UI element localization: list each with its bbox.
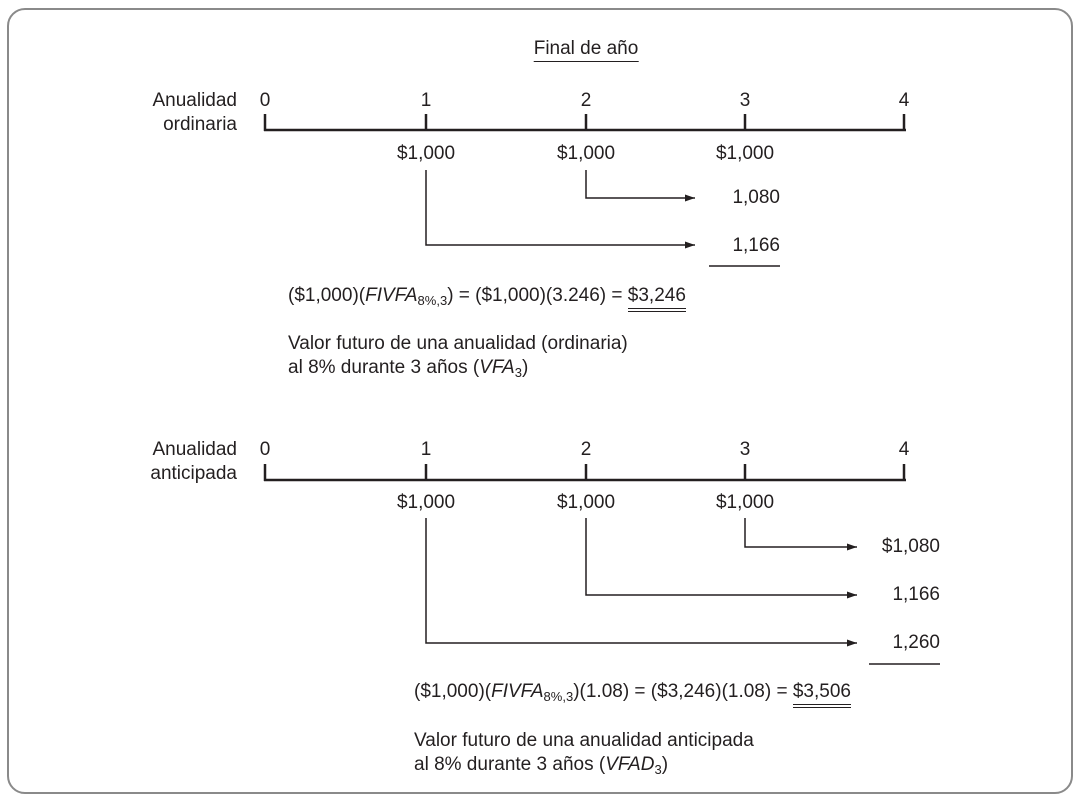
- ordinary-caption-line1: Valor futuro de una anualidad (ordinaria…: [288, 333, 628, 354]
- ordinary-tick-label-0: 0: [259, 90, 271, 111]
- ordinary-tick-label-2: 2: [580, 90, 592, 111]
- ordinary-tick-label-4: 4: [898, 90, 910, 111]
- due-compounded-1166: 1,166: [892, 584, 940, 605]
- ordinary-caption-line2: al 8% durante 3 años (VFA3): [288, 357, 529, 380]
- due-compounded-1080: $1,080: [881, 536, 940, 557]
- due-payment-1: $1,000: [396, 492, 456, 513]
- due-caption-line2: al 8% durante 3 años (VFAD3): [414, 754, 669, 777]
- due-tick-label-0: 0: [259, 439, 271, 460]
- ordinary-compounded-1166: 1,166: [732, 235, 780, 256]
- due-caption-line1: Valor futuro de una anualidad anticipada: [414, 730, 754, 751]
- ordinary-result: $3,246: [627, 285, 686, 312]
- ordinary-arrow-from-2: [585, 170, 695, 202]
- due-label-line1: Anualidad: [152, 439, 237, 460]
- due-tick-label-3: 3: [739, 439, 751, 460]
- ordinary-payment-1: $1,000: [396, 143, 456, 164]
- ordinary-payment-2: $1,000: [556, 143, 616, 164]
- figure-frame: [7, 8, 1073, 794]
- ordinary-payment-3: $1,000: [715, 143, 775, 164]
- due-compounded-1260: 1,260: [892, 632, 940, 653]
- ordinary-label-line2: ordinaria: [163, 114, 237, 135]
- due-label-line2: anticipada: [150, 463, 237, 484]
- due-arrow-from-2: [585, 518, 857, 599]
- ordinary-tick-label-1: 1: [420, 90, 432, 111]
- ordinary-arrow-from-1: [425, 170, 695, 249]
- due-formula: ($1,000)(FIVFA8%,3)(1.08) = ($3,246)(1.0…: [414, 681, 851, 708]
- ordinary-compounded-1080: 1,080: [732, 187, 780, 208]
- due-tick-label-2: 2: [580, 439, 592, 460]
- timeline-header: Final de año: [533, 38, 639, 62]
- ordinary-label-line1: Anualidad: [152, 90, 237, 111]
- due-timeline: [263, 464, 906, 482]
- due-payment-2: $1,000: [556, 492, 616, 513]
- ordinary-formula: ($1,000)(FIVFA8%,3) = ($1,000)(3.246) = …: [288, 285, 686, 312]
- due-payment-3: $1,000: [715, 492, 775, 513]
- due-tick-label-4: 4: [898, 439, 910, 460]
- due-arrow-from-1: [425, 518, 857, 647]
- ordinary-tick-label-3: 3: [739, 90, 751, 111]
- due-arrow-from-3: [744, 518, 857, 551]
- ordinary-timeline: [263, 114, 906, 132]
- due-tick-label-1: 1: [420, 439, 432, 460]
- due-result: $3,506: [792, 681, 851, 708]
